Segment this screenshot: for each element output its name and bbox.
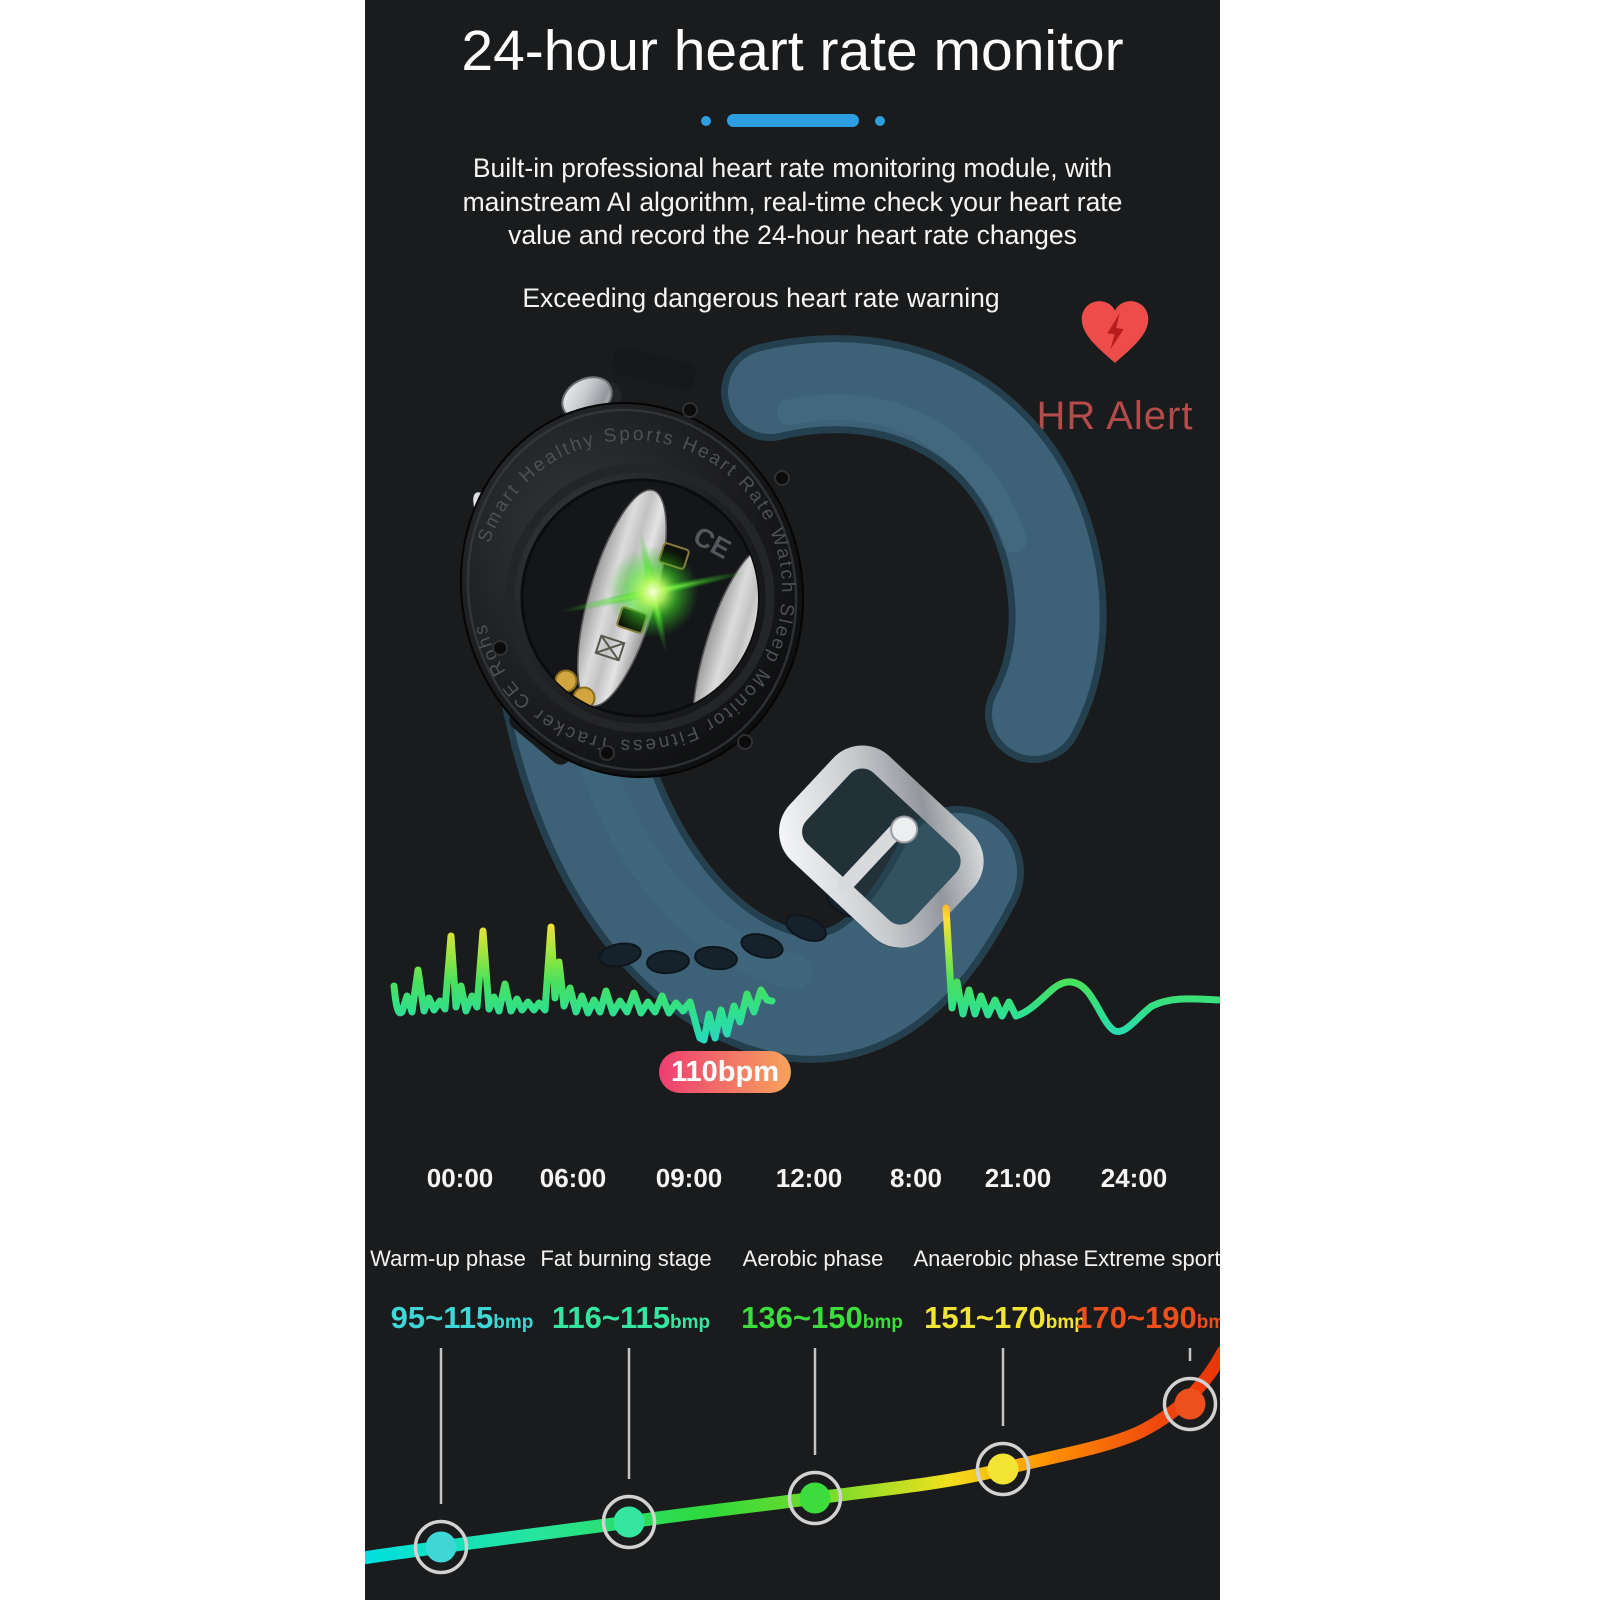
watch-strap-upper	[721, 335, 1107, 763]
rim-screws	[492, 402, 790, 761]
bpm-range-unit: bmp	[1045, 1312, 1086, 1333]
page-title: 24-hour heart rate monitor	[461, 19, 1124, 83]
time-label: 00:00	[426, 1163, 494, 1193]
phase-label: Fat burning stage	[540, 1246, 712, 1271]
phase-label: Aerobic phase	[742, 1246, 884, 1271]
waveform-left-segment	[390, 923, 776, 1044]
zone-dot	[1174, 1388, 1206, 1420]
description-line: Built-in professional heart rate monitor…	[472, 153, 1113, 183]
time-label: 8:00	[889, 1163, 943, 1193]
dark-panel: 24-hour heart rate monitor Built-in prof…	[365, 0, 1220, 1600]
watch-lug-top	[611, 347, 697, 391]
bpm-range-value: 170~190	[1075, 1300, 1197, 1335]
bpm-range-value: 116~115	[551, 1300, 671, 1335]
phase-label: Warm-up phase	[370, 1246, 526, 1271]
zone-dot	[799, 1482, 831, 1514]
bpm-range-value: 95~115	[390, 1300, 494, 1335]
bpm-range-unit: bmp	[862, 1312, 903, 1333]
bpm-range-unit: bmp	[493, 1312, 534, 1333]
warning-text: Exceeding dangerous heart rate warning	[522, 283, 1000, 313]
zone-dot	[425, 1531, 457, 1563]
divider-bar	[726, 114, 859, 127]
time-label: 06:00	[539, 1163, 607, 1193]
zone-dot-rings	[413, 1376, 1218, 1575]
divider-dot-left	[700, 115, 711, 126]
strap-buckle	[779, 745, 984, 948]
heart-rate-zone-chart	[365, 1346, 1220, 1575]
description-line: mainstream AI algorithm, real-time check…	[462, 186, 1123, 217]
bpm-range: 170~190bmp	[1075, 1300, 1220, 1336]
etched-icon	[594, 634, 626, 662]
bpm-range: 136~150bmp	[741, 1300, 903, 1336]
zone-dot	[987, 1453, 1019, 1485]
heart-lightning-icon	[1081, 301, 1149, 363]
sensor-glow	[607, 546, 699, 638]
bpm-range-value: 136~150	[741, 1300, 863, 1335]
bpm-range: 151~170bmp	[924, 1300, 1086, 1336]
bpm-range-unit: bmp	[1196, 1312, 1220, 1333]
bpm-range-unit: bmp	[670, 1312, 711, 1333]
bpm-reading-badge: 110bpm	[659, 1051, 791, 1093]
zone-connector-lines	[439, 1348, 1192, 1504]
time-label: 24:00	[1100, 1163, 1168, 1193]
bpm-range-value: 151~170	[924, 1300, 1046, 1335]
zone-dot	[613, 1506, 645, 1538]
bpm-range: 116~115bmp	[552, 1300, 710, 1336]
divider-dot-right	[874, 115, 885, 126]
title-divider	[365, 114, 1220, 127]
bpm-range: 95~115bmp	[391, 1300, 534, 1336]
description-line: value and record the 24-hour heart rate …	[508, 220, 1077, 250]
smartwatch-image: Smart Healthy Sports Heart Rate Watch Sl…	[423, 335, 1107, 1063]
phase-label: Anaerobic phase	[913, 1246, 1079, 1271]
waveform-right-segment	[942, 904, 1220, 1035]
description: Built-in professional heart rate monitor…	[365, 152, 1220, 253]
time-label: 09:00	[655, 1163, 723, 1193]
time-label: 21:00	[984, 1163, 1052, 1193]
time-label: 12:00	[775, 1163, 843, 1193]
hr-alert-label: HR Alert	[1036, 394, 1194, 438]
phase-label: Extreme sport	[1083, 1246, 1220, 1271]
zone-trend-line	[365, 1346, 1220, 1565]
heart-rate-waveform	[390, 904, 1220, 1044]
